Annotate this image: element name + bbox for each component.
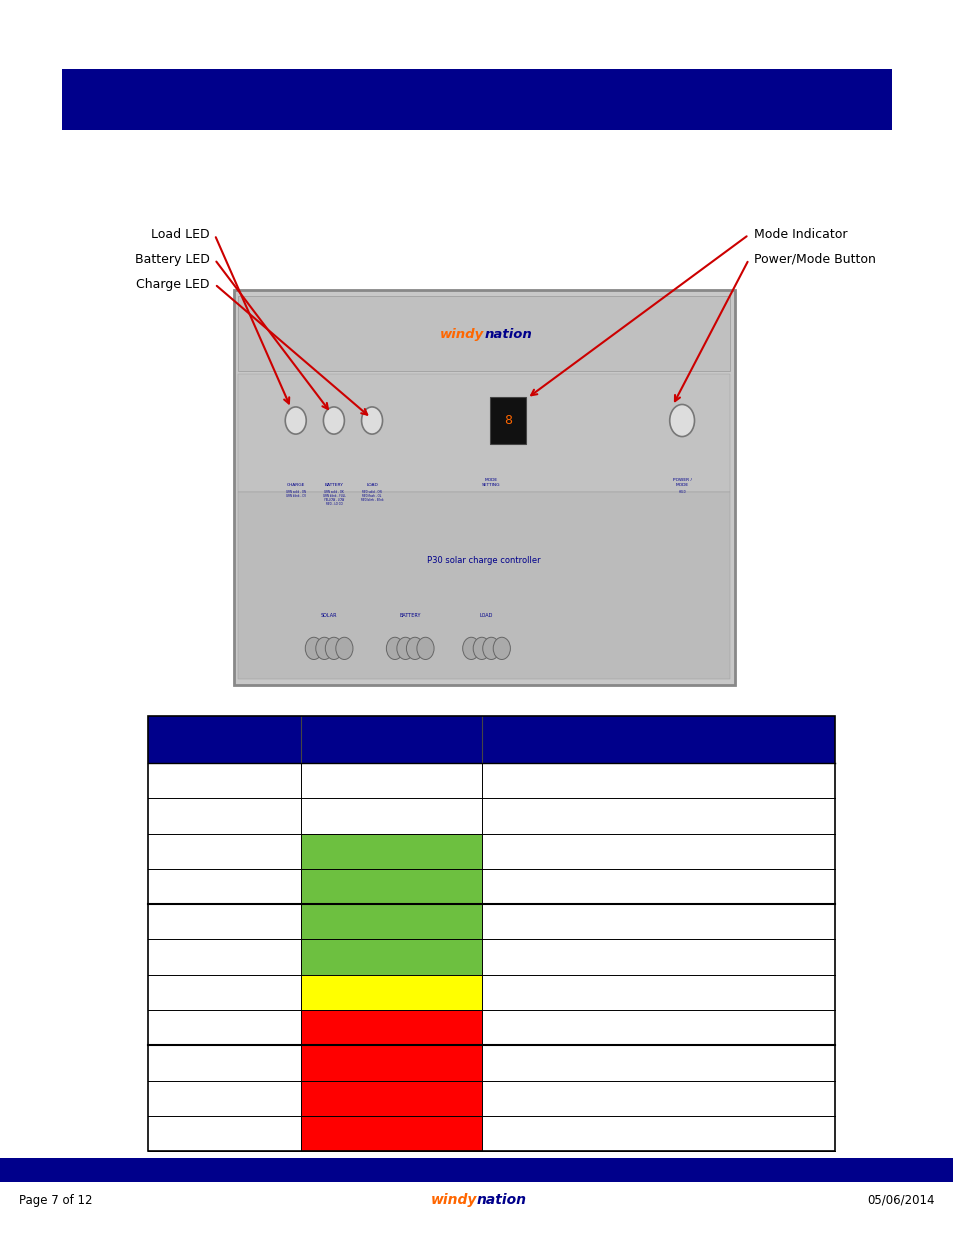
Bar <box>148 716 834 1151</box>
Bar <box>62 69 891 130</box>
Text: Power/Mode Button: Power/Mode Button <box>753 253 875 266</box>
Text: LOAD: LOAD <box>479 613 493 618</box>
Text: MODE
SETTING: MODE SETTING <box>481 478 499 487</box>
Text: GRN solid - ON
GRN blink - CV: GRN solid - ON GRN blink - CV <box>286 490 305 498</box>
Circle shape <box>386 637 403 659</box>
Text: P30 solar charge controller: P30 solar charge controller <box>427 556 540 566</box>
Text: Page 7 of 12: Page 7 of 12 <box>19 1194 92 1207</box>
Text: Battery LED: Battery LED <box>135 253 210 266</box>
Circle shape <box>697 641 723 676</box>
Bar <box>233 290 734 685</box>
Circle shape <box>697 304 723 338</box>
Bar <box>300 869 481 904</box>
Text: GRN solid - OK
GRN blink - FULL
YELLOW - LOW
RED - LO CO: GRN solid - OK GRN blink - FULL YELLOW -… <box>322 490 345 506</box>
Text: LOAD: LOAD <box>366 483 377 487</box>
Text: 8: 8 <box>503 414 512 427</box>
Circle shape <box>323 408 344 435</box>
Circle shape <box>473 637 490 659</box>
Text: BATTERY: BATTERY <box>324 483 343 487</box>
Circle shape <box>493 637 510 659</box>
Text: POWER /
MODE: POWER / MODE <box>672 478 691 487</box>
Bar <box>238 492 729 679</box>
Text: SOLAR: SOLAR <box>320 613 337 618</box>
Circle shape <box>285 408 306 435</box>
Circle shape <box>416 637 434 659</box>
Circle shape <box>335 637 353 659</box>
Circle shape <box>669 405 694 437</box>
Text: BATTERY: BATTERY <box>399 613 420 618</box>
Circle shape <box>244 304 271 338</box>
Text: RED solid - ON
RED flash - OL
RED blink - Blink: RED solid - ON RED flash - OL RED blink … <box>360 490 383 503</box>
Bar <box>148 716 834 763</box>
Text: nation: nation <box>476 1193 526 1208</box>
Bar <box>300 1115 481 1151</box>
Text: nation: nation <box>484 327 532 341</box>
Text: windy: windy <box>430 1193 476 1208</box>
Circle shape <box>315 637 333 659</box>
Text: HOLD: HOLD <box>678 490 685 494</box>
Circle shape <box>462 637 479 659</box>
Circle shape <box>361 408 382 435</box>
Circle shape <box>244 641 271 676</box>
Bar <box>300 834 481 869</box>
Circle shape <box>482 637 499 659</box>
Bar <box>300 940 481 974</box>
Bar <box>238 296 729 370</box>
Text: Load LED: Load LED <box>152 228 210 241</box>
Circle shape <box>406 637 423 659</box>
Bar <box>300 904 481 940</box>
Circle shape <box>325 637 342 659</box>
Bar <box>238 374 729 492</box>
Text: Mode Indicator: Mode Indicator <box>753 228 846 241</box>
Circle shape <box>305 637 322 659</box>
Bar <box>490 398 526 445</box>
Bar <box>300 1045 481 1081</box>
Text: Charge LED: Charge LED <box>136 278 210 290</box>
Bar <box>300 974 481 1010</box>
Circle shape <box>396 637 414 659</box>
Bar <box>300 1010 481 1045</box>
Text: CHARGE: CHARGE <box>286 483 305 487</box>
Text: windy: windy <box>439 327 484 341</box>
Text: 05/06/2014: 05/06/2014 <box>866 1194 934 1207</box>
Bar <box>300 1081 481 1115</box>
Bar <box>0 1158 953 1182</box>
